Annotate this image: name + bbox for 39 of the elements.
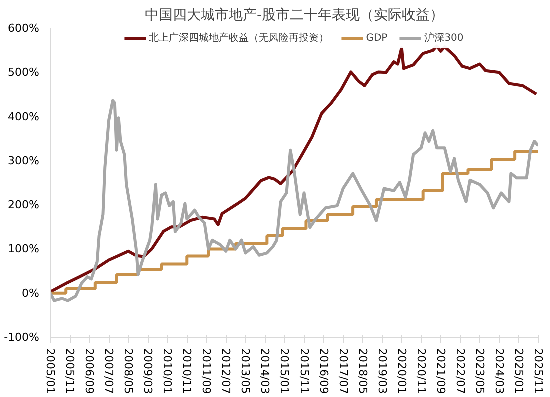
y-tick-label: 300%: [8, 154, 40, 168]
x-tick-label: 2022/07: [454, 348, 467, 394]
x-tick-label: 2009/03: [142, 348, 155, 394]
x-tick-label: 2025/01: [512, 348, 526, 394]
y-tick-label: 200%: [8, 198, 40, 212]
x-tick-label: 2019/03: [376, 348, 389, 394]
x-tick-label: 2011/09: [200, 348, 214, 394]
x-tick-label: 2005/01: [44, 348, 57, 394]
y-tick-label: 600%: [8, 22, 40, 35]
x-tick-label: 2010/11: [180, 348, 194, 394]
y-tick-label: 500%: [8, 66, 40, 80]
x-tick-label: 2012/07: [220, 348, 233, 394]
legend-label: 北上广深四城地产收益（无风险再投资）: [149, 32, 330, 45]
x-tick-label: 2010/01: [161, 348, 174, 394]
y-tick-label: 400%: [8, 110, 40, 124]
x-tick-label: 2018/05: [356, 348, 370, 394]
y-tick-label: 0%: [22, 286, 40, 300]
x-tick-label: 2025/11: [532, 348, 545, 394]
x-tick-label: 2023/05: [473, 348, 486, 394]
y-tick-label: -100%: [4, 331, 40, 344]
chart-title: 中国四大城市地产-股市二十年表现（实际收益）: [144, 8, 444, 24]
x-tick-label: 2015/11: [298, 348, 311, 394]
x-tick-label: 2007/07: [102, 348, 116, 394]
x-tick-label: 2013/05: [239, 348, 252, 394]
line-series: [50, 99, 538, 302]
x-tick-label: 2020/01: [395, 348, 408, 394]
legend-label: 沪深300: [424, 32, 464, 45]
x-tick-label: 2014/03: [258, 348, 272, 394]
x-tick-label: 2017/07: [336, 348, 350, 394]
y-tick-label: 100%: [8, 242, 40, 256]
x-tick-label: 2015/01: [278, 348, 292, 394]
x-tick-label: 2016/09: [317, 348, 330, 394]
x-tick-label: 2008/05: [122, 348, 136, 394]
x-tick-label: 2020/11: [414, 348, 428, 394]
legend-label: GDP: [366, 32, 388, 44]
x-tick-label: 2024/03: [492, 348, 506, 394]
x-tick-label: 2006/09: [83, 348, 96, 394]
x-tick-label: 2021/09: [434, 348, 448, 394]
x-tick-label: 2005/11: [64, 348, 77, 394]
